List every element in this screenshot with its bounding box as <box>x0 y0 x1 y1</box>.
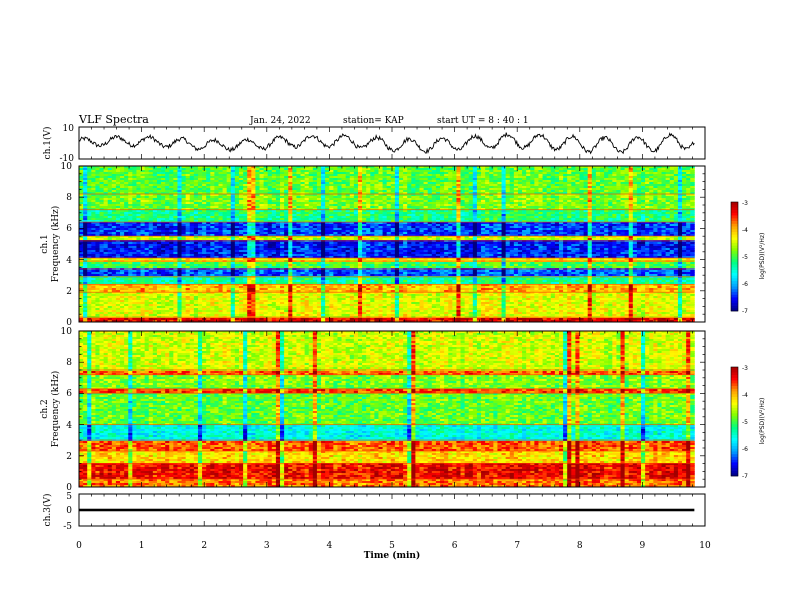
ch1-waveform-ylabel: ch.1(V) <box>42 127 53 160</box>
ch1-spectrogram-panel: 0 2 4 6 8 10 ch.1 Frequency (kHz) -3 -4 … <box>40 162 766 328</box>
ch1-spectrogram-image <box>79 165 695 322</box>
ch1-waveform-line <box>79 133 694 154</box>
ch1-waveform-panel: 10 -10 ch.1(V) <box>42 124 705 164</box>
start-ut-label: start UT = 8 : 40 : 1 <box>437 116 529 126</box>
vlf-spectra-figure: VLF Spectra Jan. 24, 2022 station= KAP s… <box>0 0 792 612</box>
ch1-ytick-top: 10 <box>63 124 75 134</box>
station-label: station= KAP <box>343 116 404 126</box>
date-label: Jan. 24, 2022 <box>249 116 311 126</box>
figure-title: VLF Spectra <box>78 113 149 126</box>
